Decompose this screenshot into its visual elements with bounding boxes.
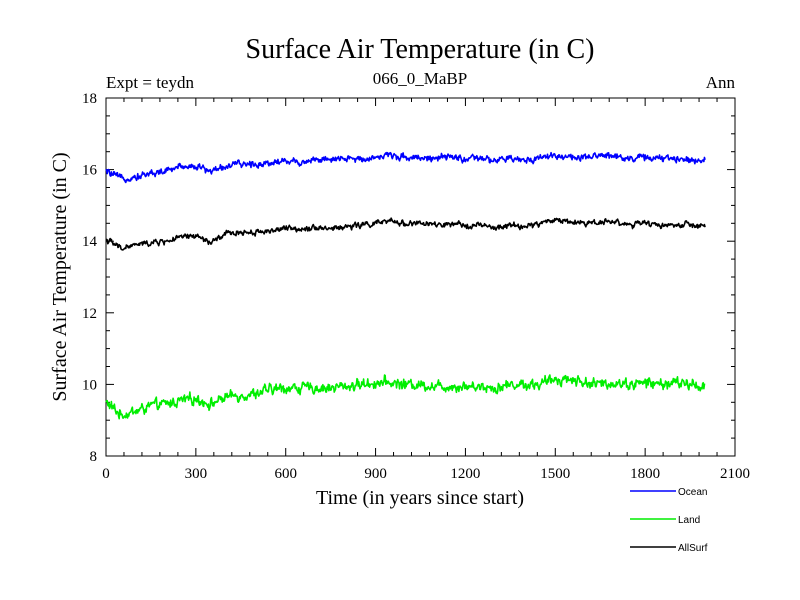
chart-subtitle: 066_0_MaBP [373,69,467,88]
y-axis-label: Surface Air Temperature (in C) [49,152,71,401]
season-label: Ann [706,73,736,92]
x-tick-label: 1200 [450,466,480,482]
y-tick-label: 10 [82,377,97,393]
x-axis-label: Time (in years since start) [316,487,524,509]
y-tick-label: 12 [82,306,97,322]
series-layer [105,151,706,420]
x-tick-label: 1500 [540,466,570,482]
y-tick-label: 16 [82,163,98,179]
y-tick-label: 18 [82,91,97,107]
x-tick-label: 300 [185,466,208,482]
legend-label-ocean: Ocean [678,487,707,498]
axis-tick-labels: 0 300 600 900 1200 1500 1800 2100 8 10 12 14 16 18 [82,91,750,482]
legend-label-allsurf: AllSurf [678,543,708,554]
axis-ticks [105,97,736,457]
series-line-allsurf [105,217,706,251]
y-tick-label: 8 [90,449,98,465]
chart-title: Surface Air Temperature (in C) [246,34,595,65]
x-tick-label: 1800 [630,466,660,482]
x-tick-label: 900 [364,466,387,482]
series-line-ocean [105,151,706,184]
x-tick-label: 600 [274,466,297,482]
y-tick-label: 14 [82,234,98,250]
x-tick-label: 0 [102,466,110,482]
legend-label-land: Land [678,515,700,526]
legend: Ocean Land AllSurf [630,487,708,554]
experiment-label: Expt = teydn [106,73,194,92]
series-line-land [105,374,706,420]
x-tick-label: 2100 [720,466,750,482]
